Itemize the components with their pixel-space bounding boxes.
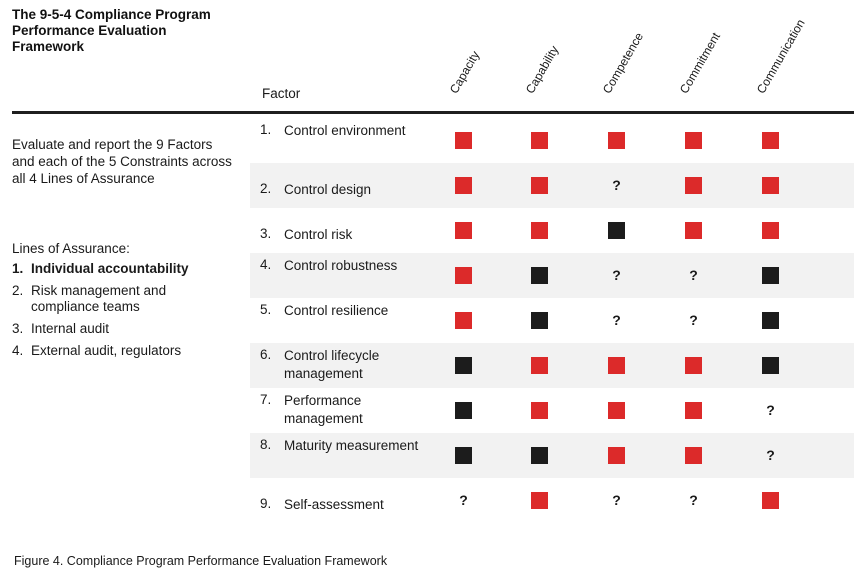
evaluation-description: Evaluate and report the 9 Factors and ea… bbox=[12, 137, 232, 186]
status-cell-commitment-red bbox=[685, 357, 702, 374]
status-cell-capability-red bbox=[531, 402, 548, 419]
status-cell-communication-black bbox=[762, 357, 779, 374]
factor-label: Performance management bbox=[284, 393, 363, 426]
factor-label: Control resilience bbox=[284, 303, 389, 318]
lines-of-assurance-title: Lines of Assurance: bbox=[12, 241, 130, 256]
assurance-line: 3. Internal audit bbox=[12, 321, 242, 337]
column-header-commitment: Commitment bbox=[676, 30, 724, 96]
status-cell-capacity-red bbox=[455, 267, 472, 284]
assurance-line-number: 1. bbox=[12, 261, 24, 276]
row-band bbox=[250, 253, 854, 298]
status-cell-capacity-black bbox=[455, 447, 472, 464]
factor-label: Control design bbox=[284, 182, 372, 197]
assurance-line-number: 3. bbox=[12, 321, 24, 336]
status-cell-commitment-red bbox=[685, 222, 702, 239]
status-cell-capability-red bbox=[531, 132, 548, 149]
assurance-line-label: Individual accountability bbox=[31, 261, 189, 276]
factor-number: 2. bbox=[260, 181, 272, 196]
factor-label: Control risk bbox=[284, 227, 353, 242]
factor-number: 4. bbox=[260, 257, 272, 272]
status-cell-capacity-black bbox=[455, 402, 472, 419]
assurance-line-label: External audit, regulators bbox=[31, 343, 182, 358]
status-cell-communication-red bbox=[762, 222, 779, 239]
status-cell-communication-unknown: ? bbox=[766, 402, 775, 418]
assurance-line: 1. Individual accountability bbox=[12, 261, 242, 277]
status-cell-competence-red bbox=[608, 402, 625, 419]
status-cell-capacity-black bbox=[455, 357, 472, 374]
factor-number: 7. bbox=[260, 392, 272, 407]
status-cell-commitment-unknown: ? bbox=[689, 312, 698, 328]
status-cell-competence-black bbox=[608, 222, 625, 239]
column-header-competence: Competence bbox=[599, 30, 647, 96]
header-divider bbox=[12, 111, 854, 114]
framework-title: The 9-5-4 Compliance Program Performance… bbox=[12, 7, 211, 54]
factor-number: 9. bbox=[260, 496, 272, 511]
status-cell-capability-black bbox=[531, 447, 548, 464]
status-cell-communication-red bbox=[762, 132, 779, 149]
status-cell-competence-red bbox=[608, 447, 625, 464]
status-cell-competence-red bbox=[608, 132, 625, 149]
factor-number: 6. bbox=[260, 347, 272, 362]
status-cell-capability-black bbox=[531, 312, 548, 329]
row-band bbox=[250, 343, 854, 388]
status-cell-commitment-red bbox=[685, 132, 702, 149]
status-cell-capacity-red bbox=[455, 132, 472, 149]
status-cell-communication-red bbox=[762, 177, 779, 194]
status-cell-communication-black bbox=[762, 312, 779, 329]
column-header-capability: Capability bbox=[522, 43, 562, 96]
status-cell-competence-unknown: ? bbox=[612, 312, 621, 328]
factor-number: 5. bbox=[260, 302, 272, 317]
status-cell-competence-red bbox=[608, 357, 625, 374]
figure-caption: Figure 4. Compliance Program Performance… bbox=[14, 554, 388, 568]
assurance-line: 4. External audit, regulators bbox=[12, 343, 242, 359]
factor-number: 8. bbox=[260, 437, 272, 452]
status-cell-capacity-red bbox=[455, 312, 472, 329]
factor-label: Self-assessment bbox=[284, 497, 384, 512]
status-cell-commitment-red bbox=[685, 447, 702, 464]
status-cell-communication-black bbox=[762, 267, 779, 284]
status-cell-commitment-red bbox=[685, 177, 702, 194]
status-cell-commitment-unknown: ? bbox=[689, 267, 698, 283]
status-cell-competence-unknown: ? bbox=[612, 267, 621, 283]
factor-label: Control robustness bbox=[284, 258, 398, 273]
status-cell-capability-red bbox=[531, 357, 548, 374]
column-header-capacity: Capacity bbox=[446, 48, 483, 96]
lines-of-assurance: Lines of Assurance: 1. Individual accoun… bbox=[12, 240, 242, 365]
status-cell-capacity-red bbox=[455, 222, 472, 239]
factor-column-header: Factor bbox=[262, 86, 301, 101]
factor-number: 3. bbox=[260, 226, 272, 241]
row-band bbox=[250, 433, 854, 478]
assurance-line: 2. Risk management and compliance teams bbox=[12, 283, 242, 315]
status-cell-capability-red bbox=[531, 177, 548, 194]
status-cell-capability-red bbox=[531, 492, 548, 509]
factor-label: Control lifecycle management bbox=[284, 348, 380, 381]
status-cell-commitment-red bbox=[685, 402, 702, 419]
status-cell-capacity-red bbox=[455, 177, 472, 194]
assurance-line-label: Risk management and compliance teams bbox=[31, 283, 167, 314]
status-cell-capability-red bbox=[531, 222, 548, 239]
factor-label: Control environment bbox=[284, 123, 406, 138]
assurance-line-number: 4. bbox=[12, 343, 24, 358]
status-cell-communication-red bbox=[762, 492, 779, 509]
factor-label: Maturity measurement bbox=[284, 438, 419, 453]
column-header-communication: Communication bbox=[753, 16, 808, 96]
status-cell-commitment-unknown: ? bbox=[689, 492, 698, 508]
assurance-line-number: 2. bbox=[12, 283, 24, 298]
status-cell-capacity-unknown: ? bbox=[459, 492, 468, 508]
status-cell-competence-unknown: ? bbox=[612, 492, 621, 508]
factor-number: 1. bbox=[260, 122, 272, 137]
row-band bbox=[250, 163, 854, 208]
status-cell-communication-unknown: ? bbox=[766, 447, 775, 463]
assurance-line-label: Internal audit bbox=[31, 321, 110, 336]
status-cell-competence-unknown: ? bbox=[612, 177, 621, 193]
status-cell-capability-black bbox=[531, 267, 548, 284]
